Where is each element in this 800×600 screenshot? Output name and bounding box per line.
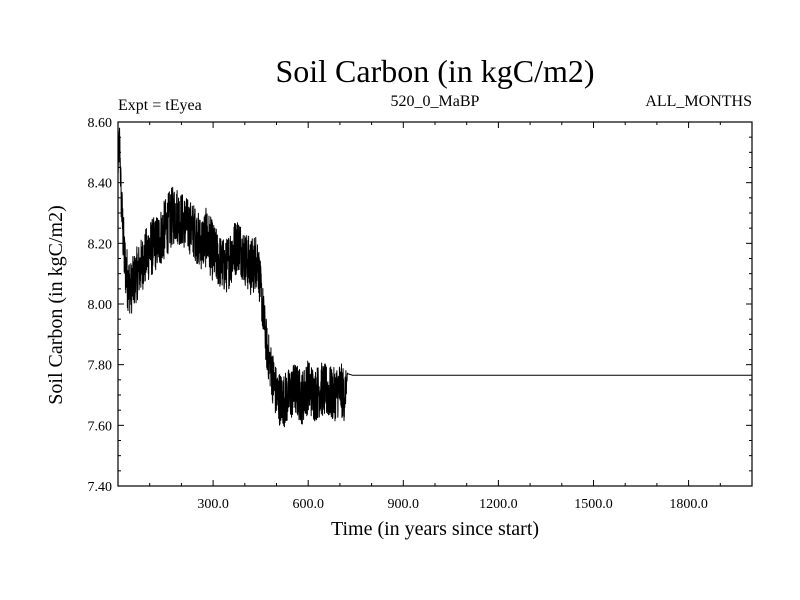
y-tick-label: 8.00 bbox=[88, 298, 113, 313]
data-layer bbox=[117, 127, 753, 428]
plot-area bbox=[117, 121, 753, 487]
axes-layer: 7.40 7.60 7.80 8.00 8.20 8.40 8.60 300.0 600.0 90… bbox=[88, 116, 752, 512]
left-subtitle: Expt = tEyea bbox=[118, 97, 202, 114]
chart-title: Soil Carbon (in kgC/m2) bbox=[275, 53, 594, 89]
y-tick-label: 8.40 bbox=[88, 177, 113, 192]
x-tick-label: 600.0 bbox=[292, 497, 324, 512]
x-tick-label: 1200.0 bbox=[479, 497, 518, 512]
series-line-0 bbox=[117, 127, 753, 428]
x-tick-label: 300.0 bbox=[197, 497, 229, 512]
y-tick-label: 7.60 bbox=[88, 419, 113, 434]
x-tick-label: 900.0 bbox=[388, 497, 420, 512]
y-tick-label: 7.80 bbox=[88, 359, 113, 374]
y-tick-label: 8.60 bbox=[88, 116, 113, 131]
x-tick-label: 1500.0 bbox=[574, 497, 613, 512]
plot-frame bbox=[117, 121, 753, 487]
y-tick-label: 8.20 bbox=[88, 237, 113, 252]
center-subtitle: 520_0_MaBP bbox=[391, 93, 480, 110]
y-axis-label: Soil Carbon (in kgC/m2) bbox=[45, 205, 67, 404]
right-subtitle: ALL_MONTHS bbox=[645, 93, 752, 110]
x-axis-label: Time (in years since start) bbox=[331, 518, 539, 540]
x-tick-label: 1800.0 bbox=[669, 497, 708, 512]
y-tick-label: 7.40 bbox=[88, 480, 113, 495]
